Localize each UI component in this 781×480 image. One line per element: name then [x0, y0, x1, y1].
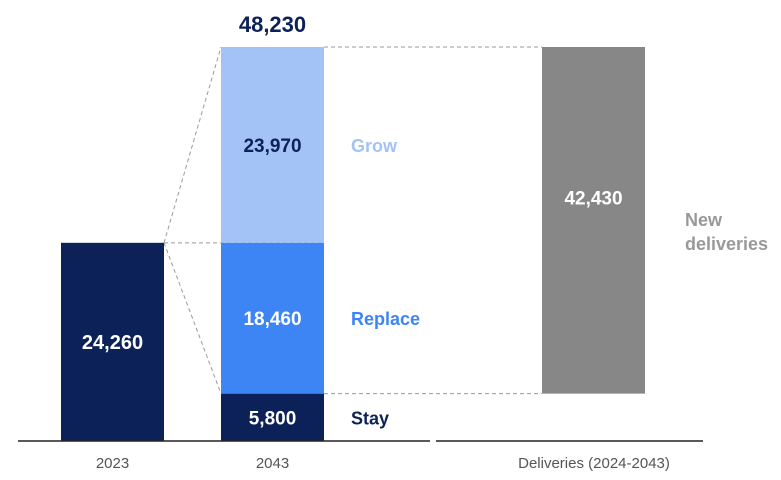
segment-name-stay: Stay — [351, 408, 389, 428]
segment-name-deliveries-line2: deliveries — [685, 234, 768, 254]
bar-stay — [221, 393, 324, 441]
data-label-grow: 23,970 — [243, 136, 301, 157]
data-label-replace: 18,460 — [243, 309, 301, 330]
segment-name-deliveries-line1: New — [685, 210, 723, 230]
segment-name-replace: Replace — [351, 309, 420, 329]
data-label-stay: 5,800 — [249, 408, 297, 429]
bar-grow — [221, 47, 324, 243]
x-tick-label-2023: 2023 — [96, 455, 129, 472]
total-label-2043: 48,230 — [239, 12, 306, 37]
bar-deliveries — [542, 47, 645, 394]
connector-line-total — [163, 46, 222, 243]
bar-2023 — [61, 242, 164, 441]
data-label-2023: 24,260 — [82, 332, 143, 354]
segment-name-grow: Grow — [351, 136, 398, 156]
x-tick-label-2043: 2043 — [256, 455, 289, 472]
data-label-deliveries: 42,430 — [564, 188, 622, 209]
x-tick-label-deliveries: Deliveries (2024-2043) — [518, 455, 670, 472]
bar-replace — [221, 242, 324, 394]
connector-line-2023-bottom — [163, 242, 222, 394]
